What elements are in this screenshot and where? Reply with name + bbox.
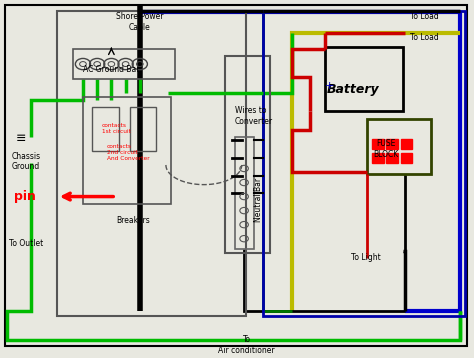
Text: To Load: To Load [410,33,438,42]
Text: To Outlet: To Outlet [9,240,44,248]
Text: contacts
1st circuit: contacts 1st circuit [102,123,131,134]
Bar [57,10,246,316]
Text: To
Air conditioner: To Air conditioner [218,335,275,355]
Bar [372,139,384,149]
Bar [386,153,398,163]
Bar [130,107,156,151]
Bar [83,97,171,204]
Text: To Light: To Light [351,253,381,262]
Bar [386,139,398,149]
Bar [225,56,270,253]
Text: Wires to
Converter: Wires to Converter [235,106,273,126]
Bar [235,137,254,249]
Bar [73,49,175,79]
Text: +: + [325,81,334,91]
Text: To Load: To Load [410,12,438,21]
Text: Battery: Battery [327,83,380,96]
Text: Neutral Bar: Neutral Bar [254,178,263,222]
Text: contacts
2nd circuit
And Converter: contacts 2nd circuit And Converter [107,144,149,161]
Bar [401,153,412,163]
Text: Shore Power
Cable: Shore Power Cable [116,12,164,32]
Bar [92,107,118,151]
Bar [372,153,384,163]
Bar [263,10,465,316]
Bar [367,119,431,174]
Text: ≡: ≡ [16,132,27,145]
Bar [401,139,412,149]
Text: -: - [370,81,374,91]
Text: FUSE
BLOCK: FUSE BLOCK [374,140,399,159]
Text: pin: pin [14,190,36,203]
Text: Breakers: Breakers [116,216,150,225]
Text: AC Ground Bar: AC Ground Bar [83,65,139,74]
Text: Chassis
Ground: Chassis Ground [12,152,41,171]
Bar [325,47,403,111]
